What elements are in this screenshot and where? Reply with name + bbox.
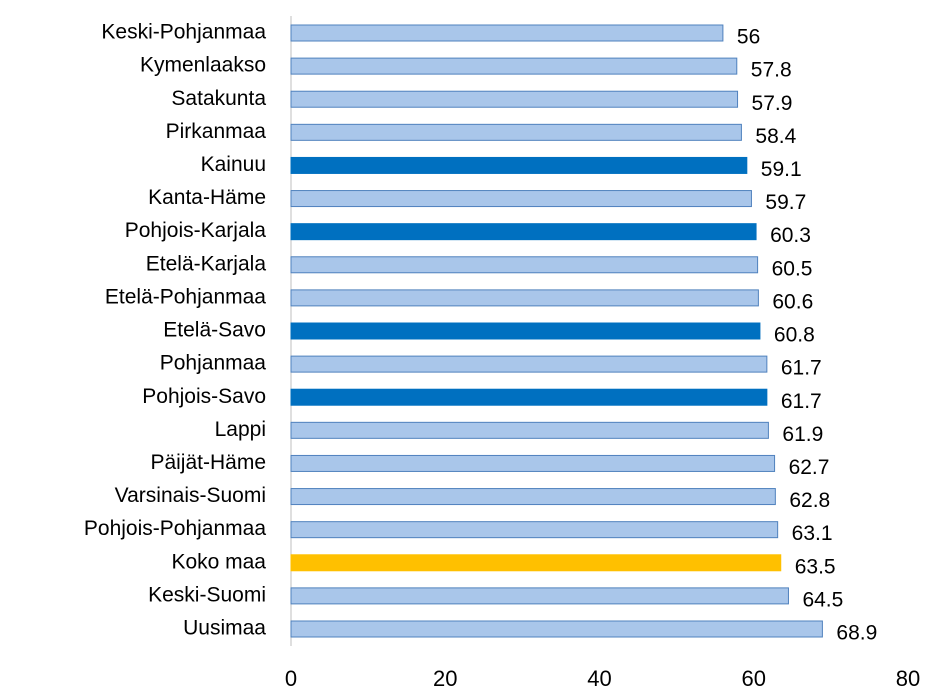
- bar: [290, 123, 742, 141]
- value-label: 59.1: [761, 158, 802, 181]
- y-tick-label: Päijät-Häme: [150, 451, 266, 474]
- value-label: 60.3: [770, 224, 811, 247]
- y-tick-label: Kainuu: [201, 153, 266, 176]
- value-label: 57.9: [752, 92, 793, 115]
- bar: [290, 156, 748, 174]
- y-tick-label: Etelä-Karjala: [146, 252, 267, 275]
- y-tick-label: Pohjanmaa: [160, 352, 267, 375]
- value-label: 63.1: [792, 522, 833, 545]
- y-tick-label: Etelä-Savo: [163, 319, 266, 342]
- value-label: 60.6: [772, 290, 813, 313]
- y-tick-label: Uusimaa: [183, 617, 266, 640]
- x-tick-label: 80: [896, 666, 920, 691]
- bar: [290, 620, 823, 638]
- value-label: 68.9: [836, 622, 877, 645]
- x-tick-label: 60: [742, 666, 766, 691]
- bar: [290, 289, 759, 307]
- y-tick-label: Etelä-Pohjanmaa: [105, 285, 266, 308]
- value-label: 61.9: [782, 423, 823, 446]
- bar: [290, 322, 761, 340]
- value-label: 64.5: [802, 588, 843, 611]
- value-label: 58.4: [755, 125, 796, 148]
- bar: [290, 190, 752, 208]
- y-tick-label: Keski-Suomi: [148, 583, 266, 606]
- bar: [290, 587, 789, 605]
- y-tick-label: Lappi: [215, 418, 266, 441]
- x-tick-label: 20: [433, 666, 457, 691]
- x-tick-label: 40: [587, 666, 611, 691]
- bar: [290, 256, 759, 274]
- value-label: 60.8: [774, 324, 815, 347]
- bar: [290, 24, 724, 42]
- bar: [290, 388, 768, 406]
- value-label: 56: [737, 26, 760, 49]
- bar: [290, 521, 779, 539]
- y-tick-label: Pirkanmaa: [166, 120, 267, 143]
- bar: [290, 223, 757, 241]
- bar: [290, 355, 768, 373]
- y-tick-label: Pohjois-Karjala: [125, 219, 267, 242]
- value-label: 57.8: [751, 59, 792, 82]
- value-label: 61.7: [781, 390, 822, 413]
- bar: [290, 454, 776, 472]
- y-tick-label: Pohjois-Pohjanmaa: [84, 517, 266, 540]
- bar: [290, 554, 782, 572]
- bar: [290, 90, 739, 108]
- bar: [290, 57, 738, 75]
- value-label: 62.8: [789, 489, 830, 512]
- bar: [290, 421, 769, 439]
- value-label: 59.7: [765, 191, 806, 214]
- y-tick-label: Koko maa: [171, 550, 266, 573]
- value-label: 62.7: [789, 456, 830, 479]
- value-label: 61.7: [781, 357, 822, 380]
- x-tick-label: 0: [285, 666, 297, 691]
- y-tick-label: Kanta-Häme: [148, 186, 266, 209]
- y-tick-label: Keski-Pohjanmaa: [101, 21, 266, 44]
- y-tick-label: Kymenlaakso: [140, 54, 266, 77]
- y-tick-label: Varsinais-Suomi: [115, 484, 266, 507]
- bar: [290, 488, 776, 506]
- y-tick-label: Satakunta: [171, 87, 266, 110]
- value-label: 60.5: [772, 257, 813, 280]
- y-tick-label: Pohjois-Savo: [142, 385, 266, 408]
- value-label: 63.5: [795, 555, 836, 578]
